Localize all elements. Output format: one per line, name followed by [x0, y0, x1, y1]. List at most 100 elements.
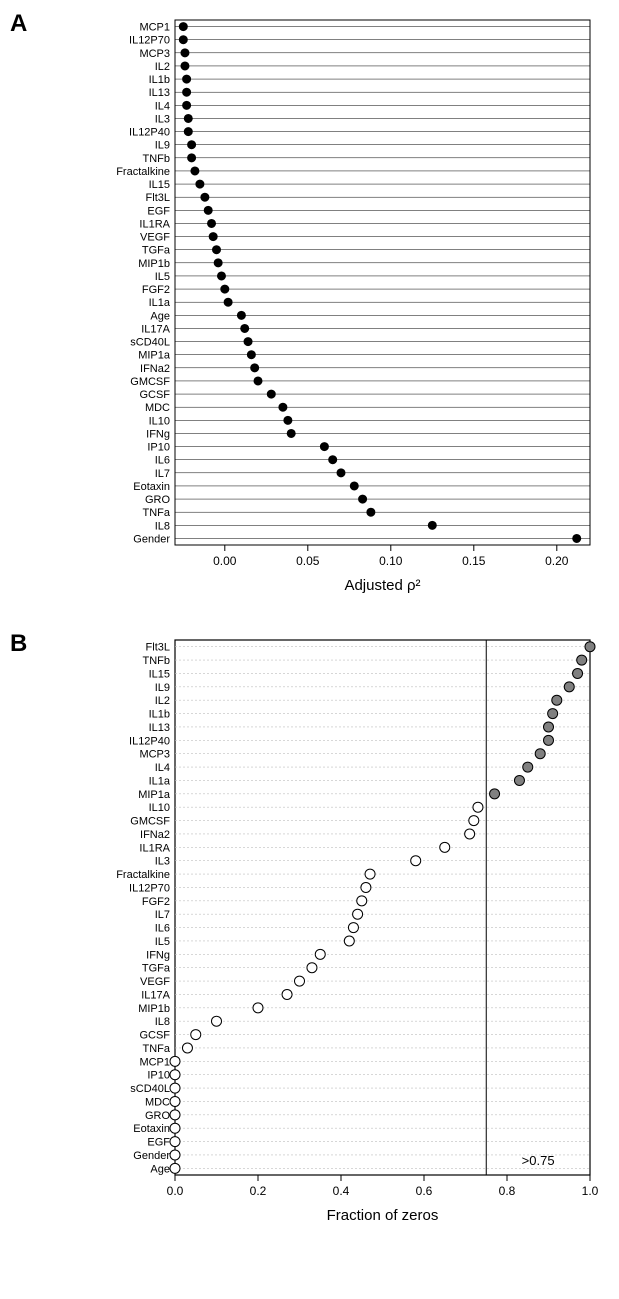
- panel-b-ylabel: GCSF: [139, 1030, 170, 1042]
- panel-a-point: [247, 351, 255, 359]
- panel-a-ylabel: IP10: [147, 442, 170, 454]
- panel-b-point: [585, 642, 595, 652]
- panel-b-point: [552, 695, 562, 705]
- panel-b-point: [170, 1123, 180, 1133]
- panel-b-xtick: 0.0: [167, 1184, 184, 1198]
- panel-b-point: [365, 869, 375, 879]
- panel-b-ylabel: IL9: [155, 682, 170, 694]
- panel-b-point: [170, 1096, 180, 1106]
- panel-b-ylabel: Eotaxin: [133, 1123, 170, 1135]
- panel-a-ylabel: MIP1a: [138, 350, 171, 362]
- panel-a-point: [350, 482, 358, 490]
- panel-b-ylabel: IL8: [155, 1016, 170, 1028]
- panel-a-xtick: 0.05: [296, 554, 320, 568]
- panel-a-point: [241, 324, 249, 332]
- panel-a-point: [267, 390, 275, 398]
- panel-a-ylabel: IL10: [149, 415, 170, 427]
- panel-b-point: [191, 1030, 201, 1040]
- panel-b-ylabel: GRO: [145, 1110, 171, 1122]
- panel-a-ylabel: IL6: [155, 455, 170, 467]
- panel-b-point: [465, 829, 475, 839]
- panel-b-ylabel: IL15: [149, 668, 170, 680]
- panel-b-point: [577, 655, 587, 665]
- panel-a-xtick: 0.20: [545, 554, 569, 568]
- panel-b-svg: Flt3LTNFbIL15IL9IL2IL1bIL13IL12P40MCP3IL…: [60, 630, 610, 1230]
- panel-a-ylabel: IL1a: [149, 297, 171, 309]
- panel-b-point: [315, 949, 325, 959]
- panel-b-ylabel: Gender: [133, 1150, 170, 1162]
- panel-a-ylabel: VEGF: [140, 232, 170, 244]
- panel-a-ylabel: IL3: [155, 113, 170, 125]
- panel-a-point: [287, 429, 295, 437]
- panel-a-point: [181, 62, 189, 70]
- panel-a-ylabel: TNFb: [143, 153, 171, 165]
- panel-a-ylabel: IL7: [155, 468, 170, 480]
- panel-b-ylabel: IL1b: [149, 709, 170, 721]
- panel-b-point: [544, 722, 554, 732]
- panel-b-ylabel: Flt3L: [146, 642, 170, 654]
- panel-b-label: B: [10, 630, 27, 658]
- panel-b-ylabel: IL13: [149, 722, 170, 734]
- panel-b-point: [353, 909, 363, 919]
- panel-a-point: [183, 101, 191, 109]
- panel-b-ylabel: IFNa2: [140, 829, 170, 841]
- panel-b-point: [348, 923, 358, 933]
- panel-b-point: [469, 816, 479, 826]
- panel-a-point: [184, 114, 192, 122]
- panel-b-ylabel: VEGF: [140, 976, 170, 988]
- panel-b-xtick: 1.0: [582, 1184, 599, 1198]
- panel-b-ylabel: IFNg: [146, 949, 170, 961]
- panel-a-ylabel: IL2: [155, 61, 170, 73]
- panel-b-ylabel: MIP1a: [138, 789, 171, 801]
- panel-a-ylabel: IL1RA: [139, 218, 170, 230]
- panel-a-point: [254, 377, 262, 385]
- panel-b-ylabel: IL10: [149, 802, 170, 814]
- panel-b-point: [544, 735, 554, 745]
- panel-a-point: [573, 534, 581, 542]
- panel-a-ylabel: IL5: [155, 271, 170, 283]
- panel-b-point: [170, 1150, 180, 1160]
- panel-b-ylabel: GMCSF: [130, 816, 170, 828]
- panel-a-ylabel: Eotaxin: [133, 481, 170, 493]
- panel-a-point: [188, 141, 196, 149]
- panel-a-point: [428, 521, 436, 529]
- panel-b-ylabel: IP10: [147, 1070, 170, 1082]
- panel-b-point: [170, 1163, 180, 1173]
- panel-b-point: [253, 1003, 263, 1013]
- panel-b-point: [170, 1056, 180, 1066]
- panel-b-ylabel: IL12P70: [129, 882, 170, 894]
- panel-a-svg: MCP1IL12P70MCP3IL2IL1bIL13IL4IL3IL12P40I…: [60, 10, 610, 600]
- panel-a-point: [329, 456, 337, 464]
- panel-a-ylabel: Flt3L: [146, 192, 170, 204]
- panel-a-point: [196, 180, 204, 188]
- panel-b-ylabel: TNFa: [143, 1043, 171, 1055]
- panel-a-point: [359, 495, 367, 503]
- panel-b-point: [212, 1016, 222, 1026]
- threshold-label: >0.75: [522, 1153, 555, 1168]
- panel-a-point: [251, 364, 259, 372]
- panel-a-point: [279, 403, 287, 411]
- panel-b-point: [548, 709, 558, 719]
- panel-a-point: [214, 259, 222, 267]
- panel-a-plot: MCP1IL12P70MCP3IL2IL1bIL13IL4IL3IL12P40I…: [60, 10, 609, 600]
- panel-b-ylabel: IL6: [155, 923, 170, 935]
- panel-b-point: [170, 1110, 180, 1120]
- panel-a-ylabel: Fractalkine: [116, 166, 170, 178]
- panel-b-point: [573, 668, 583, 678]
- panel-a-ylabel: MIP1b: [138, 258, 170, 270]
- panel-b-ylabel: IL7: [155, 909, 170, 921]
- panel-a-xtick: 0.15: [462, 554, 486, 568]
- panel-a-ylabel: IFNg: [146, 428, 170, 440]
- panel-b-plot: Flt3LTNFbIL15IL9IL2IL1bIL13IL12P40MCP3IL…: [60, 630, 609, 1230]
- panel-a-ylabel: IL4: [155, 100, 170, 112]
- panel-b-point: [357, 896, 367, 906]
- panel-a-ylabel: IL17A: [141, 323, 170, 335]
- panel-b-xtick: 0.8: [499, 1184, 516, 1198]
- panel-b-point: [170, 1083, 180, 1093]
- panel-b-ylabel: Age: [150, 1163, 170, 1175]
- panel-b-point: [514, 775, 524, 785]
- panel-b-ylabel: MIP1b: [138, 1003, 170, 1015]
- panel-b-ylabel: IL1a: [149, 775, 171, 787]
- panel-a-ylabel: MCP3: [139, 48, 170, 60]
- panel-b-point: [535, 749, 545, 759]
